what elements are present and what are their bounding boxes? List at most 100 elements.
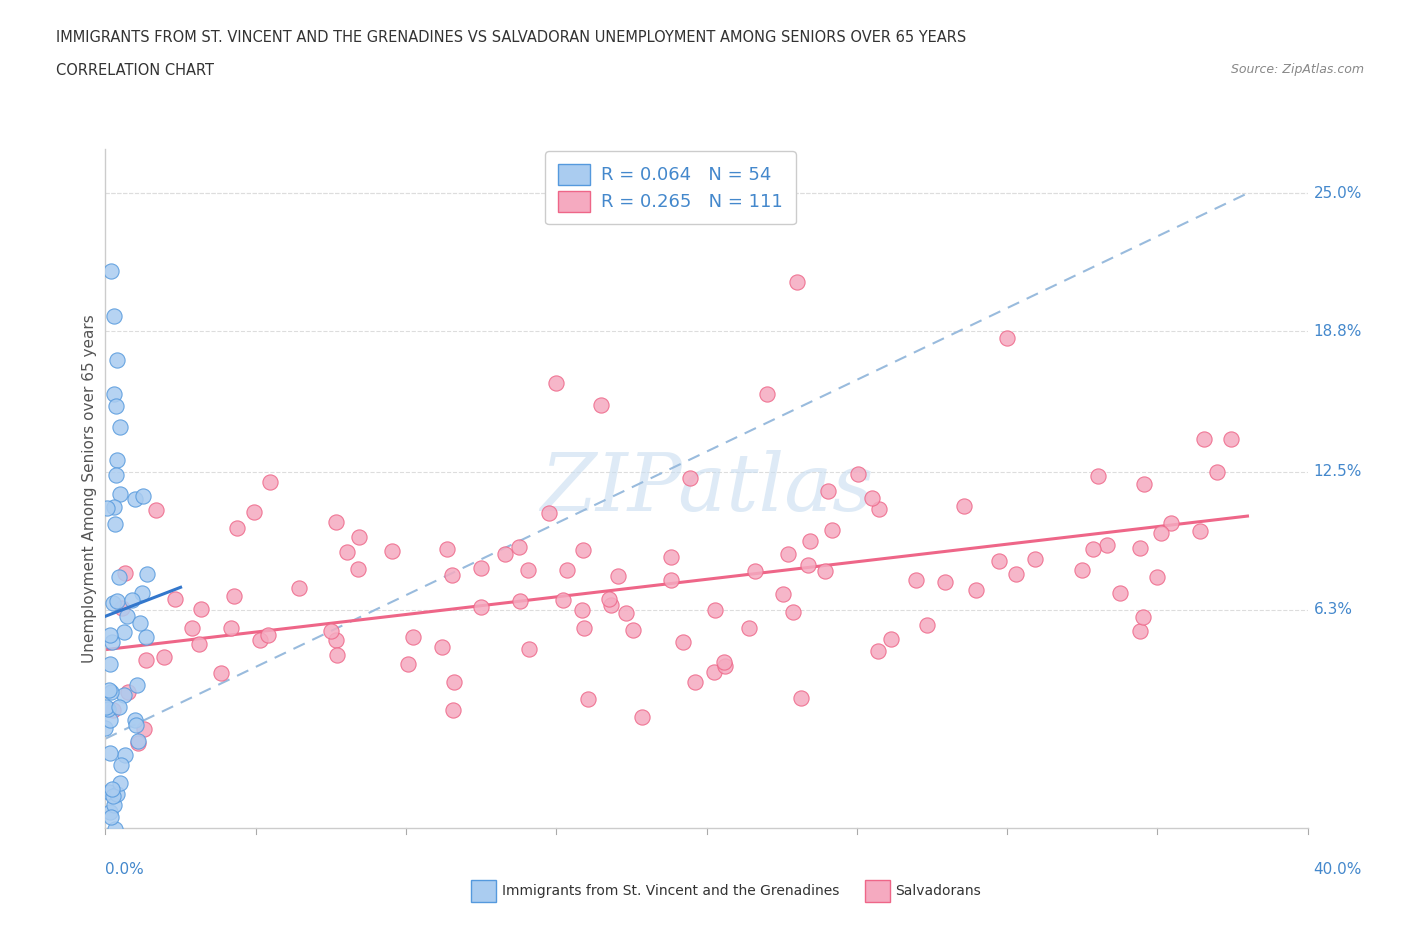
Point — [131, 488, 153, 503]
Point — [571, 602, 593, 617]
Point — [1087, 469, 1109, 484]
Point — [98, 745, 121, 760]
Point — [553, 592, 575, 607]
Point — [598, 592, 620, 607]
Point — [98, 804, 121, 819]
Point — [131, 586, 153, 601]
Point — [127, 736, 149, 751]
Point — [470, 561, 492, 576]
Point — [934, 575, 956, 590]
Point — [572, 620, 595, 635]
Point — [97, 785, 120, 800]
Text: CORRELATION CHART: CORRELATION CHART — [56, 63, 214, 78]
Point — [915, 618, 938, 632]
Point — [1146, 570, 1168, 585]
Text: IMMIGRANTS FROM ST. VINCENT AND THE GRENADINES VS SALVADORAN UNEMPLOYMENT AMONG : IMMIGRANTS FROM ST. VINCENT AND THE GREN… — [56, 30, 966, 45]
Point — [94, 721, 117, 736]
Point — [103, 798, 125, 813]
Point — [616, 605, 638, 620]
Point — [103, 386, 125, 401]
Point — [110, 486, 132, 501]
Point — [104, 852, 127, 867]
Y-axis label: Unemployment Among Seniors over 65 years: Unemployment Among Seniors over 65 years — [82, 314, 97, 662]
Point — [115, 608, 138, 623]
Point — [546, 375, 568, 390]
Point — [259, 475, 281, 490]
Point — [336, 545, 359, 560]
Point — [1095, 538, 1118, 552]
Point — [868, 501, 890, 516]
Point — [470, 599, 492, 614]
Point — [1206, 464, 1229, 479]
Point — [1024, 551, 1046, 566]
Point — [98, 712, 121, 727]
Point — [868, 644, 890, 658]
Point — [104, 399, 127, 414]
Point — [509, 593, 531, 608]
Point — [797, 558, 820, 573]
Point — [114, 748, 136, 763]
Point — [1081, 542, 1104, 557]
Point — [443, 674, 465, 689]
Point — [165, 592, 187, 607]
Point — [1160, 515, 1182, 530]
Point — [821, 522, 844, 537]
Text: Immigrants from St. Vincent and the Grenadines: Immigrants from St. Vincent and the Gren… — [502, 884, 839, 898]
Point — [108, 699, 131, 714]
Point — [347, 530, 370, 545]
Legend: R = 0.064   N = 54, R = 0.265   N = 111: R = 0.064 N = 54, R = 0.265 N = 111 — [546, 151, 796, 224]
Point — [96, 501, 118, 516]
Text: 25.0%: 25.0% — [1313, 186, 1362, 201]
Point — [104, 517, 127, 532]
Point — [880, 631, 903, 646]
Point — [97, 701, 120, 716]
Point — [100, 264, 122, 279]
Point — [101, 781, 124, 796]
Point — [110, 419, 132, 434]
Point — [112, 688, 135, 703]
Point — [103, 309, 125, 324]
Point — [101, 595, 124, 610]
Text: 12.5%: 12.5% — [1313, 464, 1362, 479]
Point — [129, 616, 152, 631]
Point — [188, 636, 211, 651]
Point — [591, 397, 613, 412]
Point — [243, 505, 266, 520]
Point — [1070, 563, 1092, 578]
Point — [790, 691, 813, 706]
Point — [678, 471, 700, 485]
Text: ZIPatlas: ZIPatlas — [540, 449, 873, 527]
Point — [517, 642, 540, 657]
Text: 6.3%: 6.3% — [1313, 602, 1353, 618]
Point — [145, 503, 167, 518]
Point — [97, 683, 120, 698]
Point — [683, 675, 706, 690]
Point — [112, 625, 135, 640]
Text: Salvadorans: Salvadorans — [896, 884, 981, 898]
Point — [817, 484, 839, 498]
Point — [127, 677, 149, 692]
Point — [325, 514, 347, 529]
Point — [107, 352, 129, 367]
Point — [134, 722, 156, 737]
Point — [799, 533, 821, 548]
Point — [249, 632, 271, 647]
Point — [107, 453, 129, 468]
Point — [346, 562, 368, 577]
Point — [607, 568, 630, 583]
Point — [101, 635, 124, 650]
Point — [105, 468, 128, 483]
Point — [190, 602, 212, 617]
Point — [135, 566, 157, 581]
Point — [988, 553, 1011, 568]
Point — [631, 710, 654, 724]
Point — [96, 699, 118, 714]
Point — [105, 593, 128, 608]
Point — [117, 684, 139, 699]
Point — [860, 491, 883, 506]
Text: Source: ZipAtlas.com: Source: ZipAtlas.com — [1230, 63, 1364, 76]
Point — [814, 564, 837, 578]
Text: 40.0%: 40.0% — [1313, 861, 1362, 877]
Point — [121, 893, 143, 908]
Point — [1132, 476, 1154, 491]
